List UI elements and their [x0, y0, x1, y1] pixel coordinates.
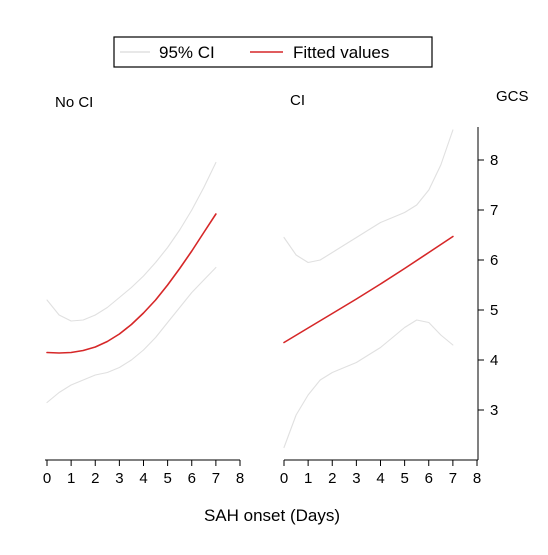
ci-line-left-1	[46, 266, 217, 404]
ci-line-right-0	[283, 129, 454, 264]
legend: 95% CI Fitted values	[113, 36, 433, 68]
x-tick-label-right-4: 4	[376, 470, 384, 487]
ci-line-left-0	[46, 161, 217, 322]
series-right	[283, 129, 454, 449]
ci-line-right-1	[283, 319, 454, 449]
y-ticks: 3 4 5 6 7 8	[478, 152, 498, 419]
x-tick-label-left-4: 4	[139, 470, 147, 487]
y-tick-label-5: 5	[490, 302, 498, 319]
x-tick-label-right-1: 1	[304, 470, 312, 487]
x-tick-label-left-5: 5	[163, 470, 171, 487]
x-tick-label-right-5: 5	[400, 470, 408, 487]
y-tick-label-8: 8	[490, 152, 498, 169]
x-tick-label-right-8: 8	[473, 470, 481, 487]
x-tick-label-right-7: 7	[449, 470, 457, 487]
x-tick-label-left-0: 0	[43, 470, 51, 487]
fitted-line-left-2	[46, 213, 217, 354]
legend-ci-label: 95% CI	[159, 43, 215, 62]
x-axis-title: SAH onset (Days)	[204, 506, 340, 525]
fitted-line-right-2	[283, 235, 454, 344]
y-tick-label-6: 6	[490, 252, 498, 269]
legend-fitted-label: Fitted values	[293, 43, 389, 62]
y-tick-label-3: 3	[490, 402, 498, 419]
y-tick-label-7: 7	[490, 202, 498, 219]
x-tick-label-left-3: 3	[115, 470, 123, 487]
x-tick-label-right-3: 3	[352, 470, 360, 487]
x-tick-label-left-6: 6	[188, 470, 196, 487]
x-tick-label-left-7: 7	[212, 470, 220, 487]
x-tick-label-right-6: 6	[425, 470, 433, 487]
x-tick-label-left-2: 2	[91, 470, 99, 487]
y-axis-title: GCS	[496, 88, 529, 105]
panel-title-right: CI	[290, 92, 305, 109]
x-tick-label-left-1: 1	[67, 470, 75, 487]
x-tick-label-left-8: 8	[236, 470, 244, 487]
x-tick-label-right-0: 0	[280, 470, 288, 487]
y-tick-label-4: 4	[490, 352, 498, 369]
series-left	[46, 161, 217, 404]
x-tick-label-right-2: 2	[328, 470, 336, 487]
panel-title-left: No CI	[55, 94, 93, 111]
